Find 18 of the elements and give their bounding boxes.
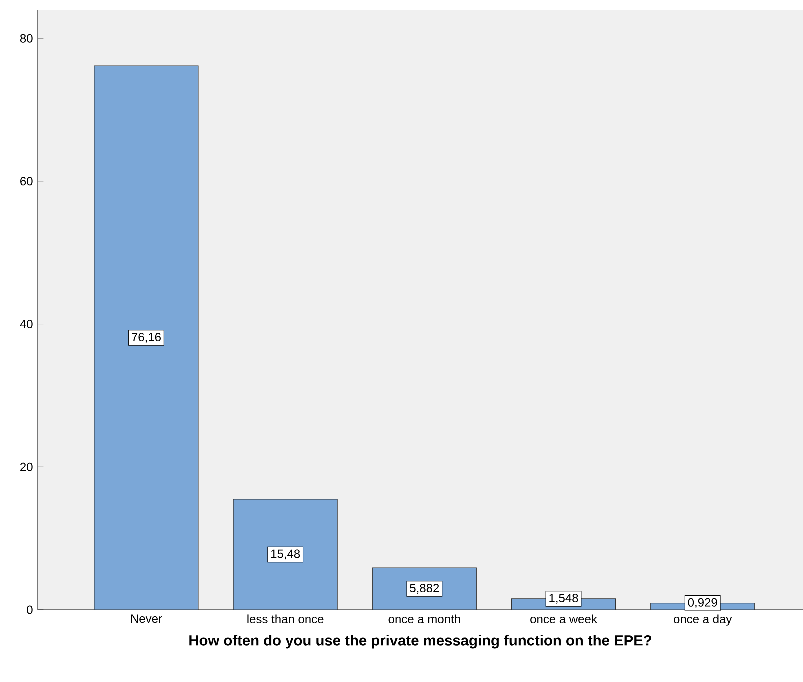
data-label: 0,929 — [688, 598, 718, 608]
x-tick-label: once a week — [530, 614, 598, 624]
x-tick-label: once a day — [674, 614, 732, 626]
x-tick-label: once a month — [388, 614, 460, 624]
data-label: 15,48 — [271, 550, 300, 560]
y-tick-label: 20 — [20, 462, 33, 472]
bar — [233, 499, 338, 610]
y-tick-label: 60 — [20, 177, 33, 186]
y-tick-label: 80 — [20, 34, 33, 43]
data-label: 76,16 — [132, 333, 161, 343]
y-tick-label: 0 — [27, 606, 33, 614]
x-tick-label: Never — [131, 614, 162, 624]
x-tick-label: less than once — [248, 614, 324, 624]
bar — [94, 66, 199, 610]
data-label: 1,548 — [550, 594, 578, 604]
y-tick-label: 40 — [20, 320, 33, 329]
data-label: 5,882 — [410, 584, 440, 594]
x-axis-title: How often do you use the private messaging function on the EPE? — [190, 635, 652, 649]
